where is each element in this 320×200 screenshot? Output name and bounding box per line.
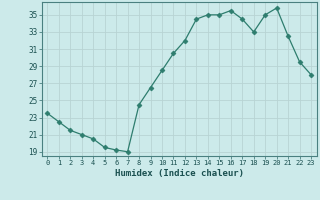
X-axis label: Humidex (Indice chaleur): Humidex (Indice chaleur)	[115, 169, 244, 178]
